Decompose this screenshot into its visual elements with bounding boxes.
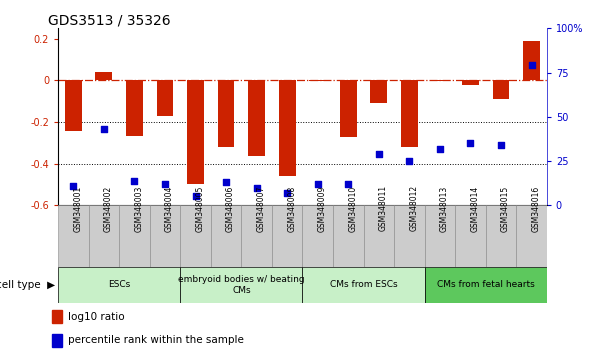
- Bar: [180, 267, 302, 303]
- Bar: [462, 80, 479, 85]
- Bar: [180, 205, 211, 267]
- Bar: [431, 80, 448, 81]
- Text: embryoid bodies w/ beating
CMs: embryoid bodies w/ beating CMs: [178, 275, 305, 295]
- Bar: [492, 80, 510, 99]
- Text: GSM348015: GSM348015: [501, 185, 510, 232]
- Bar: [279, 80, 296, 176]
- Text: GSM348006: GSM348006: [226, 185, 235, 232]
- Bar: [58, 205, 89, 267]
- Bar: [272, 205, 302, 267]
- Text: GSM348004: GSM348004: [165, 185, 174, 232]
- Text: GSM348016: GSM348016: [532, 185, 541, 232]
- Point: [252, 185, 262, 190]
- Bar: [58, 267, 180, 303]
- Bar: [370, 80, 387, 103]
- Text: GSM348007: GSM348007: [257, 185, 266, 232]
- Point: [191, 194, 200, 199]
- Text: GSM348011: GSM348011: [379, 185, 388, 232]
- Bar: [364, 205, 394, 267]
- Point: [496, 142, 506, 148]
- Text: GSM348005: GSM348005: [196, 185, 205, 232]
- Bar: [425, 205, 455, 267]
- Bar: [211, 205, 241, 267]
- Bar: [218, 80, 235, 147]
- Text: GSM348008: GSM348008: [287, 185, 296, 232]
- Text: GSM348001: GSM348001: [73, 185, 82, 232]
- Text: GDS3513 / 35326: GDS3513 / 35326: [48, 13, 171, 27]
- Text: CMs from ESCs: CMs from ESCs: [330, 280, 397, 290]
- Bar: [516, 205, 547, 267]
- Text: CMs from fetal hearts: CMs from fetal hearts: [437, 280, 535, 290]
- Point: [99, 126, 109, 132]
- Point: [313, 181, 323, 187]
- Text: ESCs: ESCs: [108, 280, 130, 290]
- Bar: [394, 205, 425, 267]
- Text: percentile rank within the sample: percentile rank within the sample: [68, 335, 244, 345]
- Point: [435, 146, 445, 152]
- Text: GSM348014: GSM348014: [470, 185, 480, 232]
- Text: GSM348012: GSM348012: [409, 185, 419, 232]
- Point: [282, 190, 292, 196]
- Point: [160, 181, 170, 187]
- Bar: [150, 205, 180, 267]
- Point: [68, 183, 78, 189]
- Bar: [455, 205, 486, 267]
- Bar: [126, 80, 143, 136]
- Bar: [302, 267, 425, 303]
- Point: [374, 151, 384, 157]
- Bar: [333, 205, 364, 267]
- Text: GSM348013: GSM348013: [440, 185, 449, 232]
- Bar: [302, 205, 333, 267]
- Bar: [119, 205, 150, 267]
- Text: GSM348003: GSM348003: [134, 185, 144, 232]
- Text: GSM348002: GSM348002: [104, 185, 113, 232]
- Point: [221, 179, 231, 185]
- Bar: [248, 80, 265, 156]
- Bar: [65, 80, 82, 131]
- Bar: [309, 80, 326, 81]
- Bar: [52, 334, 62, 347]
- Bar: [425, 267, 547, 303]
- Text: GSM348009: GSM348009: [318, 185, 327, 232]
- Point: [466, 141, 475, 146]
- Text: log10 ratio: log10 ratio: [68, 312, 125, 322]
- Bar: [95, 72, 112, 80]
- Bar: [486, 205, 516, 267]
- Bar: [89, 205, 119, 267]
- Bar: [401, 80, 418, 147]
- Text: cell type  ▶: cell type ▶: [0, 280, 55, 290]
- Bar: [241, 205, 272, 267]
- Point: [527, 63, 536, 68]
- Bar: [187, 80, 204, 184]
- Point: [343, 181, 353, 187]
- Bar: [52, 310, 62, 323]
- Bar: [523, 41, 540, 80]
- Text: GSM348010: GSM348010: [348, 185, 357, 232]
- Bar: [156, 80, 174, 116]
- Point: [404, 158, 414, 164]
- Point: [130, 178, 139, 183]
- Bar: [340, 80, 357, 137]
